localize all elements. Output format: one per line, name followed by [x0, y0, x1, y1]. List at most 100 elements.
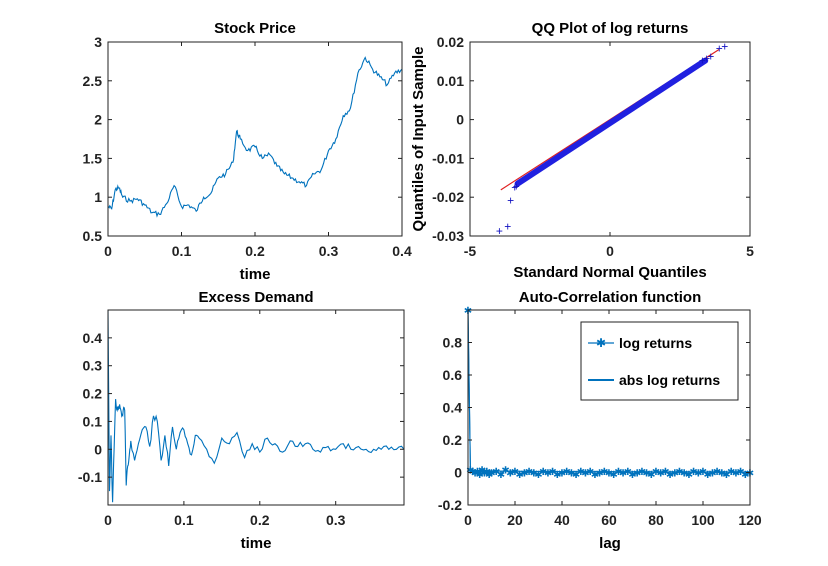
log-returns-marker: ✱: [605, 469, 613, 480]
qq-ytick-label: -0.02: [432, 189, 464, 205]
excess-demand-xlabel: time: [241, 535, 272, 552]
stock-xtick-label: 0.2: [245, 243, 265, 259]
log-returns-marker: ✱: [476, 470, 484, 481]
qq-sample-band: [514, 57, 709, 187]
log-returns-marker: ✱: [520, 469, 528, 480]
log-returns-marker: ✱: [567, 469, 575, 480]
acf-xtick-label: 0: [464, 512, 472, 528]
qq-xtick-label: 0: [606, 243, 614, 259]
log-returns-marker: ✱: [544, 469, 552, 480]
stock-ytick-label: 2: [94, 112, 102, 128]
acf-xtick-label: 40: [554, 512, 570, 528]
log-returns-marker: ✱: [685, 470, 693, 481]
log-returns-marker: ✱: [704, 470, 712, 481]
log-returns-marker: ✱: [530, 469, 538, 480]
log-returns-marker: ✱: [466, 465, 474, 476]
qq-outlier-point: +: [716, 42, 723, 56]
log-returns-marker: ✱: [473, 467, 481, 478]
log-returns-marker: ✱: [478, 465, 486, 476]
demand-ytick-label: 0.1: [83, 413, 103, 429]
log-returns-marker: ✱: [675, 467, 683, 478]
stock-xtick-label: 0.4: [392, 243, 412, 259]
log-returns-marker: ✱: [732, 469, 740, 480]
log-returns-marker: ✱: [469, 467, 477, 478]
stock-price-axes: [107, 41, 403, 237]
log-returns-marker: ✱: [480, 469, 488, 480]
acf-xtick-label: 60: [601, 512, 617, 528]
qq-ytick-label: 0: [456, 112, 464, 128]
log-returns-marker: ✱: [680, 469, 688, 480]
demand-ytick-label: -0.1: [78, 469, 102, 485]
acf-ytick-label: -0.2: [438, 497, 462, 513]
qq-ytick-label: -0.03: [432, 228, 464, 244]
log-returns-marker: ✱: [511, 467, 519, 478]
log-returns-marker: ✱: [727, 467, 735, 478]
stock-ytick-label: 1: [94, 189, 102, 205]
stock-price-chart: Stock Price 0 0.1 0.2 0.3 0.4 0.5 1 1.5 2 2.5 3 ti…: [83, 20, 412, 283]
log-returns-marker: ✱: [647, 470, 655, 481]
log-returns-marker: ✱: [485, 470, 493, 481]
demand-ytick-label: 0.2: [83, 386, 103, 402]
autocorrelation-xlabel: lag: [599, 535, 621, 552]
log-returns-marker: ✱: [581, 469, 589, 480]
log-returns-marker: ✱: [506, 469, 514, 480]
autocorrelation-title: Auto-Correlation function: [519, 289, 701, 306]
qq-plot-ylabel: Quantiles of Input Sample: [410, 46, 427, 231]
qq-outlier-point: +: [504, 219, 511, 233]
demand-ytick-label: 0.4: [83, 330, 103, 346]
log-returns-marker: ✱: [610, 470, 618, 481]
qq-ytick-label: 0.02: [437, 34, 464, 50]
log-returns-marker: ✱: [595, 469, 603, 480]
excess-demand-axes: [107, 309, 405, 506]
legend-log-returns-label: log returns: [619, 335, 692, 351]
stock-ytick-label: 1.5: [83, 150, 103, 166]
stock-price-xlabel: time: [240, 266, 271, 283]
log-returns-marker: ✱: [501, 465, 509, 476]
stock-ytick-label: 2.5: [83, 73, 103, 89]
qq-outlier-point: +: [511, 181, 518, 195]
qq-outlier-point: +: [507, 193, 514, 207]
qq-outlier-point: +: [496, 224, 503, 238]
log-returns-marker: ✱: [624, 467, 632, 478]
log-returns-marker: ✱: [652, 467, 660, 478]
log-returns-marker: ✱: [487, 469, 495, 480]
log-returns-marker: ✱: [699, 467, 707, 478]
legend-abs-log-returns-label: abs log returns: [619, 372, 720, 388]
excess-demand-line: [108, 310, 404, 503]
excess-demand-title: Excess Demand: [198, 289, 313, 306]
log-returns-marker: ✱: [638, 467, 646, 478]
qq-outlier-point: +: [707, 50, 714, 64]
log-returns-marker: ✱: [591, 470, 599, 481]
acf-xtick-label: 20: [507, 512, 523, 528]
stock-xtick-label: 0.3: [319, 243, 339, 259]
qq-outlier-point: +: [721, 40, 728, 54]
log-returns-marker: ✱: [553, 470, 561, 481]
acf-legend: ✱ log returns abs log returns: [580, 321, 739, 401]
log-returns-marker: ✱: [713, 467, 721, 478]
log-returns-marker: ✱: [548, 467, 556, 478]
log-returns-marker: ✱: [694, 469, 702, 480]
acf-ytick-label: 0.6: [443, 367, 463, 383]
qq-plot-chart: QQ Plot of log returns + +++++++++ -5 0 5-0…: [410, 20, 754, 281]
log-returns-marker: ✱: [628, 470, 636, 481]
log-returns-marker: ✱: [661, 467, 669, 478]
log-returns-marker: ✱: [718, 469, 726, 480]
log-returns-marker: ✱: [633, 469, 641, 480]
log-returns-marker: ✱: [600, 467, 608, 478]
qq-outlier-point: +: [699, 54, 706, 68]
log-returns-marker: ✱: [666, 470, 674, 481]
acf-xtick-label: 100: [691, 512, 715, 528]
acf-xtick-label: 80: [648, 512, 664, 528]
stock-xtick-label: 0.1: [172, 243, 192, 259]
log-returns-marker: ✱: [563, 467, 571, 478]
demand-ytick-label: 0: [94, 441, 102, 457]
log-returns-marker: ✱: [586, 467, 594, 478]
log-returns-marker: ✱: [642, 469, 650, 480]
qq-outlier-point: +: [703, 52, 710, 66]
qq-xtick-label: -5: [464, 243, 477, 259]
demand-xtick-label: 0.2: [250, 512, 270, 528]
log-returns-marker: ✱: [708, 469, 716, 480]
log-returns-marker: ✱: [572, 470, 580, 481]
log-returns-marker: ✱: [534, 470, 542, 481]
log-returns-marker: ✱: [471, 469, 479, 480]
